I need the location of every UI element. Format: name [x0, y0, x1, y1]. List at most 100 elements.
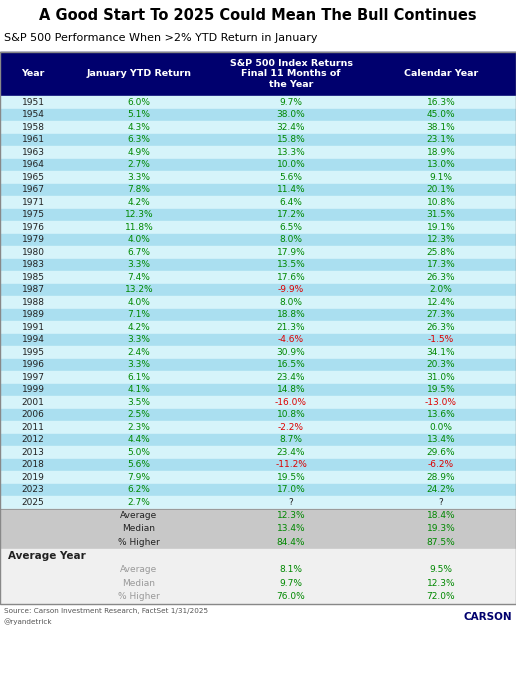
Text: ?: ?: [288, 498, 294, 507]
Text: 8.1%: 8.1%: [280, 565, 302, 574]
Text: Average: Average: [120, 511, 157, 520]
Text: 4.2%: 4.2%: [127, 323, 150, 331]
Text: 18.8%: 18.8%: [277, 310, 305, 319]
Text: 3.3%: 3.3%: [127, 261, 151, 269]
Bar: [0, 134, 516, 146]
Text: 17.2%: 17.2%: [277, 210, 305, 219]
Text: 31.0%: 31.0%: [427, 373, 456, 382]
Text: 2001: 2001: [22, 398, 44, 406]
Bar: [0, 383, 516, 396]
Text: 21.3%: 21.3%: [277, 323, 305, 331]
Text: Year: Year: [21, 70, 45, 78]
Text: 34.1%: 34.1%: [427, 348, 455, 357]
Text: 6.0%: 6.0%: [127, 98, 151, 107]
Text: 1983: 1983: [22, 261, 44, 269]
Text: 1989: 1989: [22, 310, 44, 319]
Text: A Good Start To 2025 Could Mean The Bull Continues: A Good Start To 2025 Could Mean The Bull…: [39, 8, 477, 23]
Text: 87.5%: 87.5%: [427, 537, 456, 547]
Text: 13.2%: 13.2%: [125, 285, 153, 294]
Text: 4.0%: 4.0%: [127, 235, 151, 244]
Bar: [0, 183, 516, 196]
Text: January YTD Return: January YTD Return: [87, 70, 191, 78]
Text: 2.4%: 2.4%: [127, 348, 150, 357]
Text: 3.3%: 3.3%: [127, 336, 151, 344]
Text: 38.1%: 38.1%: [427, 123, 456, 132]
Text: 3.3%: 3.3%: [127, 360, 151, 369]
Text: 4.0%: 4.0%: [127, 298, 151, 307]
Text: 17.0%: 17.0%: [277, 486, 305, 494]
Text: 1958: 1958: [22, 123, 44, 132]
Text: 12.3%: 12.3%: [427, 579, 455, 588]
Text: 1987: 1987: [22, 285, 44, 294]
Text: 1991: 1991: [22, 323, 44, 331]
Text: 1995: 1995: [22, 348, 44, 357]
Text: 72.0%: 72.0%: [427, 592, 455, 602]
Text: 1999: 1999: [22, 385, 44, 394]
Text: 1951: 1951: [22, 98, 44, 107]
Bar: [0, 371, 516, 383]
Bar: [0, 158, 516, 171]
Text: 7.1%: 7.1%: [127, 310, 151, 319]
Text: 12.4%: 12.4%: [427, 298, 455, 307]
Text: 26.3%: 26.3%: [427, 323, 455, 331]
Text: 1963: 1963: [22, 148, 44, 157]
Text: 6.5%: 6.5%: [280, 223, 302, 232]
Text: 13.6%: 13.6%: [427, 411, 456, 419]
Text: 23.4%: 23.4%: [277, 448, 305, 457]
Text: 3.3%: 3.3%: [127, 173, 151, 181]
Text: 8.7%: 8.7%: [280, 435, 302, 444]
Bar: [0, 549, 516, 604]
Bar: [0, 233, 516, 246]
Text: 4.4%: 4.4%: [127, 435, 150, 444]
Text: 3.5%: 3.5%: [127, 398, 151, 406]
Text: 16.5%: 16.5%: [277, 360, 305, 369]
Text: 84.4%: 84.4%: [277, 537, 305, 547]
Text: 29.6%: 29.6%: [427, 448, 455, 457]
Text: 13.4%: 13.4%: [427, 435, 455, 444]
Text: 18.4%: 18.4%: [427, 511, 455, 520]
Text: 1980: 1980: [22, 248, 44, 256]
Bar: [0, 246, 516, 258]
Text: 10.8%: 10.8%: [277, 411, 305, 419]
Text: -6.2%: -6.2%: [428, 460, 454, 469]
Text: 9.7%: 9.7%: [280, 579, 302, 588]
Text: @ryandetrick: @ryandetrick: [4, 619, 53, 625]
Text: 1965: 1965: [22, 173, 44, 181]
Text: 6.3%: 6.3%: [127, 135, 151, 145]
Text: 2.5%: 2.5%: [127, 411, 151, 419]
Bar: [0, 359, 516, 371]
Text: 19.5%: 19.5%: [277, 473, 305, 481]
Text: 1976: 1976: [22, 223, 44, 232]
Bar: [0, 296, 516, 308]
Text: 20.1%: 20.1%: [427, 186, 455, 194]
Bar: [0, 458, 516, 471]
Text: 45.0%: 45.0%: [427, 110, 455, 119]
Bar: [0, 421, 516, 434]
Text: 6.1%: 6.1%: [127, 373, 151, 382]
Text: 4.1%: 4.1%: [127, 385, 151, 394]
Text: 2006: 2006: [22, 411, 44, 419]
Text: 26.3%: 26.3%: [427, 273, 455, 282]
Bar: [0, 146, 516, 158]
Text: 14.8%: 14.8%: [277, 385, 305, 394]
Text: 7.9%: 7.9%: [127, 473, 151, 481]
Text: 5.1%: 5.1%: [127, 110, 151, 119]
Bar: [0, 108, 516, 121]
Text: 2.3%: 2.3%: [127, 423, 151, 432]
Text: 7.8%: 7.8%: [127, 186, 151, 194]
Text: -4.6%: -4.6%: [278, 336, 304, 344]
Text: 9.1%: 9.1%: [429, 173, 453, 181]
Bar: [0, 396, 516, 409]
Text: 1954: 1954: [22, 110, 44, 119]
Text: 8.0%: 8.0%: [280, 235, 302, 244]
Text: 1985: 1985: [22, 273, 44, 282]
Text: 1967: 1967: [22, 186, 44, 194]
Text: 10.8%: 10.8%: [427, 198, 456, 207]
Text: Calendar Year: Calendar Year: [404, 70, 478, 78]
Text: 10.0%: 10.0%: [277, 160, 305, 169]
Text: 19.1%: 19.1%: [427, 223, 456, 232]
Text: Average Year: Average Year: [8, 551, 86, 561]
Text: 25.8%: 25.8%: [427, 248, 455, 256]
Text: % Higher: % Higher: [118, 592, 160, 602]
Text: 76.0%: 76.0%: [277, 592, 305, 602]
